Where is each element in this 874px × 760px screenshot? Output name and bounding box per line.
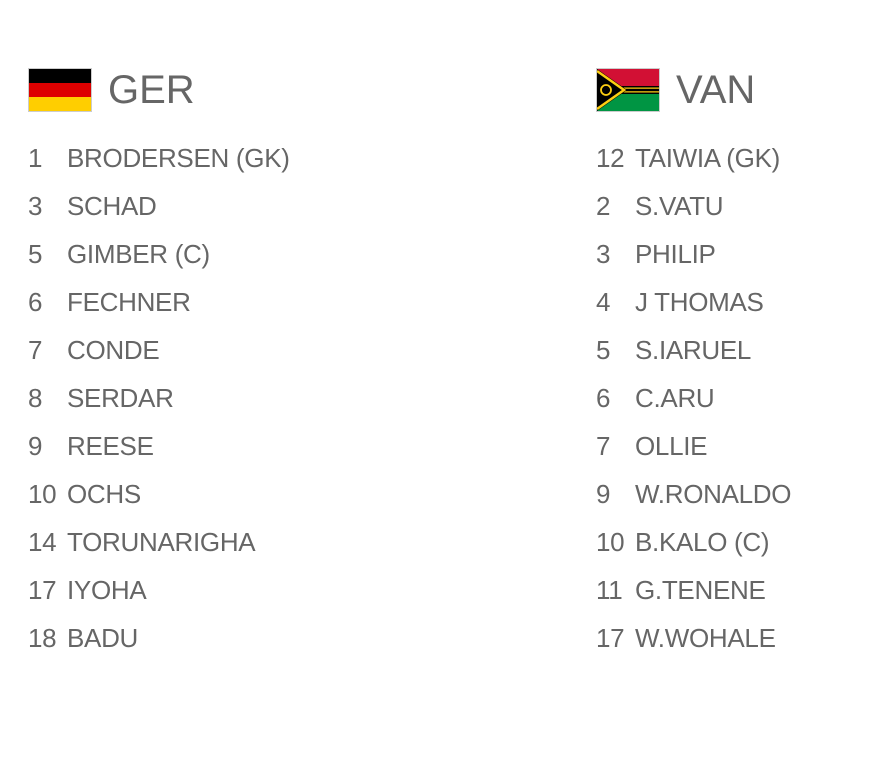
- player-name: TORUNARIGHA: [67, 526, 256, 557]
- player-number: 8: [28, 382, 43, 413]
- player-name: PHILIP: [635, 238, 716, 269]
- player-number: 14: [28, 526, 57, 557]
- player-number: 1: [28, 142, 43, 173]
- home-team-lineup: GER 1 BRODERSEN (GK) 3 SCHAD 5 GIMBER (C) 6 FEC…: [28, 68, 290, 662]
- player-row: 10 OCHS: [28, 470, 290, 518]
- player-name: SERDAR: [67, 382, 174, 413]
- player-number: 9: [28, 430, 43, 461]
- player-row: 12 TAIWIA (GK): [596, 134, 791, 182]
- player-name: BRODERSEN (GK): [67, 142, 290, 173]
- player-number: 10: [596, 526, 625, 557]
- player-row: 17 W.WOHALE: [596, 614, 791, 662]
- vanuatu-flag-icon: [596, 68, 660, 112]
- player-number: 3: [28, 190, 43, 221]
- player-name: G.TENENE: [635, 574, 766, 605]
- player-row: 5 GIMBER (C): [28, 230, 290, 278]
- player-number: 6: [28, 286, 43, 317]
- player-row: 3 SCHAD: [28, 182, 290, 230]
- player-number: 3: [596, 238, 611, 269]
- germany-flag-icon: [28, 68, 92, 112]
- player-name: GIMBER (C): [67, 238, 210, 269]
- player-row: 9 W.RONALDO: [596, 470, 792, 518]
- away-team-header: VAN: [596, 68, 791, 112]
- player-name: J THOMAS: [635, 286, 764, 317]
- player-row: 9 REESE: [28, 422, 290, 470]
- away-team-code: VAN: [676, 68, 756, 112]
- player-name: S.VATU: [635, 190, 724, 221]
- player-number: 18: [28, 622, 57, 653]
- player-number: 17: [596, 622, 625, 653]
- away-team-lineup: VAN 12 TAIWIA (GK) 2 S.VATU 3 PHILIP 4 J THOMAS…: [596, 68, 792, 662]
- player-row: 8 SERDAR: [28, 374, 290, 422]
- player-name: W.RONALDO: [635, 478, 792, 509]
- player-name: CONDE: [67, 334, 160, 365]
- player-row: 2 S.VATU: [596, 182, 791, 230]
- player-number: 7: [596, 430, 611, 461]
- player-row: 7 OLLIE: [596, 422, 791, 470]
- player-number: 7: [28, 334, 43, 365]
- player-number: 6: [596, 382, 611, 413]
- home-player-list: 1 BRODERSEN (GK) 3 SCHAD 5 GIMBER (C) 6 FECHNER…: [28, 134, 290, 662]
- player-number: 4: [596, 286, 611, 317]
- home-team-header: GER: [28, 68, 290, 112]
- player-name: SCHAD: [67, 190, 157, 221]
- player-name: FECHNER: [67, 286, 191, 317]
- player-name: C.ARU: [635, 382, 715, 413]
- player-row: 10 B.KALO (C): [596, 518, 791, 566]
- player-name: S.IARUEL: [635, 334, 752, 365]
- player-number: 10: [28, 478, 57, 509]
- player-name: TAIWIA (GK): [635, 142, 780, 173]
- player-row: 14 TORUNARIGHA: [28, 518, 290, 566]
- home-team-code: GER: [108, 68, 195, 112]
- player-number: 9: [596, 478, 611, 509]
- player-name: B.KALO (C): [635, 526, 770, 557]
- player-row: 18 BADU: [28, 614, 290, 662]
- player-number: 5: [596, 334, 611, 365]
- player-row: 11 G.TENENE: [596, 566, 791, 614]
- player-number: 5: [28, 238, 43, 269]
- player-row: 5 S.IARUEL: [596, 326, 791, 374]
- player-row: 3 PHILIP: [596, 230, 791, 278]
- player-row: 7 CONDE: [28, 326, 290, 374]
- player-number: 12: [596, 142, 625, 173]
- player-name: IYOHA: [67, 574, 147, 605]
- player-name: REESE: [67, 430, 154, 461]
- player-row: 4 J THOMAS: [596, 278, 791, 326]
- player-number: 2: [596, 190, 611, 221]
- player-row: 17 IYOHA: [28, 566, 290, 614]
- player-row: 6 FECHNER: [28, 278, 290, 326]
- player-row: 6 C.ARU: [596, 374, 791, 422]
- player-name: W.WOHALE: [635, 622, 776, 653]
- player-name: OLLIE: [635, 430, 708, 461]
- player-number: 11: [596, 574, 623, 605]
- player-number: 17: [28, 574, 57, 605]
- player-name: BADU: [67, 622, 139, 653]
- away-player-list: 12 TAIWIA (GK) 2 S.VATU 3 PHILIP 4 J THOMAS 5 S.I…: [596, 134, 792, 662]
- player-name: OCHS: [67, 478, 141, 509]
- player-row: 1 BRODERSEN (GK): [28, 134, 290, 182]
